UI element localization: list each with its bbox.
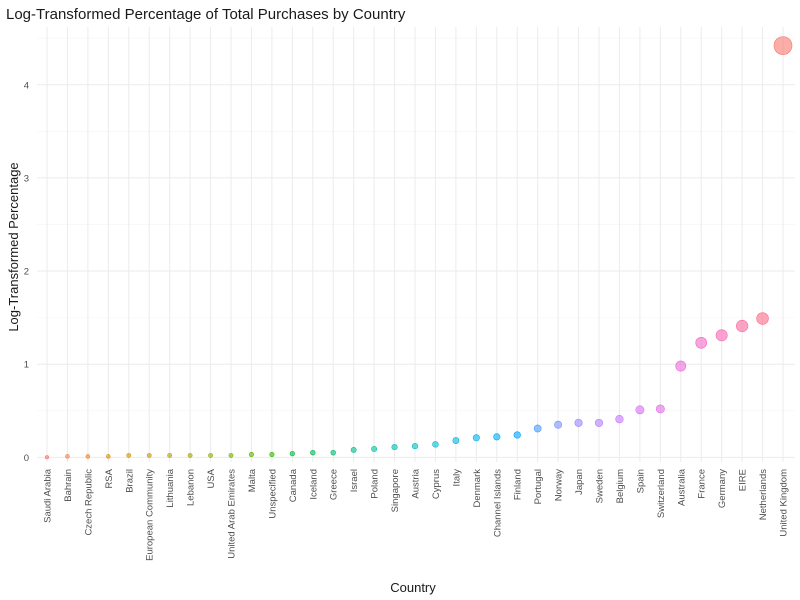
data-point (615, 414, 624, 424)
data-point (85, 454, 91, 459)
data-point (715, 329, 728, 342)
data-point (167, 453, 173, 458)
x-tick-label: Finland (513, 469, 524, 500)
x-tick-label: France (697, 469, 708, 499)
data-point (773, 36, 793, 55)
chart-title: Log-Transformed Percentage of Total Purc… (6, 6, 406, 23)
data-point (736, 319, 749, 333)
data-point (756, 312, 769, 325)
x-tick-label: Czech Republic (83, 469, 94, 536)
x-tick-label: Israel (349, 469, 360, 492)
x-tick-label: Austria (411, 468, 422, 498)
y-tick-label: 2 (24, 267, 29, 278)
data-point (493, 433, 501, 441)
data-point (310, 449, 316, 456)
data-point (269, 452, 275, 458)
data-point (452, 437, 460, 444)
y-axis-title: Log-Transformed Percentage (6, 162, 21, 331)
x-tick-label: Sweden (595, 469, 606, 503)
x-tick-label: Switzerland (656, 469, 667, 518)
x-tick-label: Iceland (308, 469, 319, 500)
x-tick-label: EIRE (738, 469, 749, 491)
data-point (472, 434, 480, 442)
x-tick-label: Unspecified (267, 469, 278, 519)
data-point (411, 443, 419, 450)
x-tick-label: Malta (247, 468, 258, 492)
data-point (655, 404, 665, 414)
x-tick-label: Lebanon (186, 469, 197, 506)
x-axis-ticks: Saudi Arabia Bahrain Czech Republic RSA Braz… (43, 468, 790, 561)
data-point (695, 336, 708, 349)
y-tick-label: 3 (24, 173, 29, 184)
data-point (289, 451, 295, 457)
y-tick-label: 4 (24, 80, 29, 91)
data-point (574, 418, 583, 427)
data-point (187, 453, 193, 458)
data-point (248, 452, 254, 458)
x-tick-label: Lithuania (165, 468, 176, 507)
data-point (371, 446, 378, 452)
y-axis-ticks: 0 1 2 3 4 (24, 80, 29, 464)
data-points (44, 36, 793, 460)
x-tick-label: Singapore (390, 469, 401, 512)
x-tick-label: Netherlands (758, 469, 769, 520)
x-tick-label: Italy (451, 469, 462, 487)
x-tick-label: Germany (717, 469, 728, 508)
x-tick-label: Saudi Arabia (43, 468, 54, 523)
data-point (44, 455, 50, 460)
data-point (208, 453, 213, 458)
y-tick-label: 0 (24, 453, 29, 464)
data-point (330, 449, 336, 456)
x-axis-title: Country (390, 580, 436, 595)
x-tick-label: Japan (574, 469, 585, 495)
y-tick-label: 1 (24, 360, 29, 371)
x-tick-label: Portugal (533, 469, 544, 504)
grid (37, 27, 795, 462)
x-tick-label: European Community (145, 469, 156, 561)
data-point (675, 360, 687, 372)
data-point (635, 405, 645, 415)
data-point (513, 431, 521, 439)
data-point (391, 444, 398, 451)
x-tick-label: United Arab Emirates (227, 469, 238, 559)
data-point (126, 453, 132, 458)
x-tick-label: Channel Islands (492, 469, 503, 537)
data-point (228, 453, 234, 458)
x-tick-label: Cyprus (431, 469, 442, 499)
x-tick-label: Brazil (124, 469, 135, 493)
x-tick-label: Bahrain (63, 469, 74, 502)
x-tick-label: Greece (329, 469, 340, 500)
data-point (432, 441, 439, 448)
data-point (350, 446, 357, 453)
x-tick-label: United Kingdom (779, 469, 790, 537)
x-tick-label: RSA (104, 468, 115, 488)
x-tick-label: Australia (676, 468, 687, 506)
data-point (106, 454, 111, 459)
data-point (594, 418, 604, 427)
data-point (554, 420, 563, 429)
data-point (533, 424, 542, 433)
x-tick-label: Belgium (615, 469, 626, 503)
x-tick-label: USA (206, 468, 217, 488)
x-tick-label: Spain (635, 469, 646, 493)
x-tick-label: Denmark (472, 469, 483, 508)
data-point (65, 454, 70, 459)
x-tick-label: Canada (288, 468, 299, 502)
data-point (146, 453, 152, 458)
x-tick-label: Poland (370, 469, 381, 499)
x-tick-label: Norway (554, 469, 565, 501)
